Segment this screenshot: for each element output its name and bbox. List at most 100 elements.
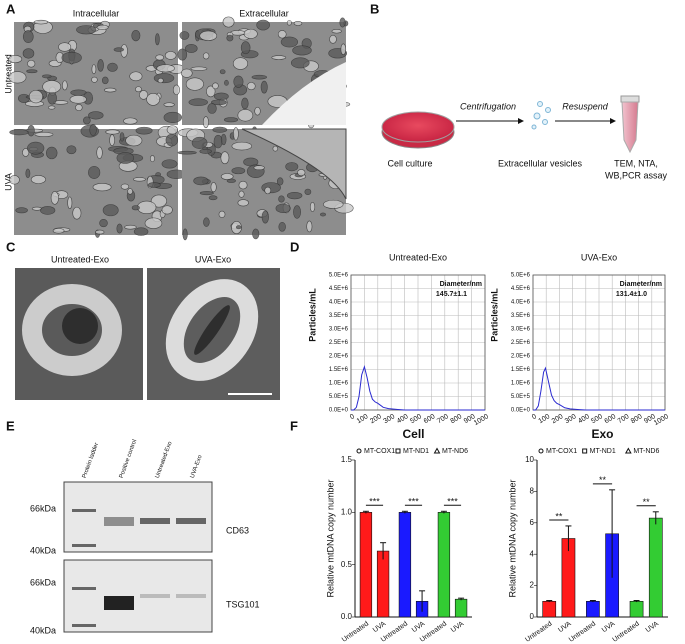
x-tick-label: 900 xyxy=(643,413,657,425)
annotation: 145.7±1.1 xyxy=(436,291,467,298)
organelle xyxy=(241,97,249,110)
x-tick-label: 100 xyxy=(538,413,552,425)
bar xyxy=(376,550,390,618)
organelle xyxy=(92,183,112,192)
significance: *** xyxy=(447,497,458,507)
y-tick-label: 2.5E+6 xyxy=(329,340,349,346)
exosome xyxy=(165,279,259,381)
organelle xyxy=(185,77,204,91)
organelle xyxy=(146,92,160,106)
organelle xyxy=(179,31,190,40)
organelle xyxy=(155,54,164,61)
organelle xyxy=(133,177,146,182)
panel-label: D xyxy=(290,239,299,254)
row-label: Untreated xyxy=(3,54,13,94)
organelle xyxy=(131,205,140,211)
significance: *** xyxy=(369,497,380,507)
y-tick-label: 0.0E+0 xyxy=(511,408,531,414)
organelle xyxy=(88,165,101,179)
legend-symbol xyxy=(433,447,441,454)
annotation: Diameter/nm xyxy=(440,281,482,288)
organelle xyxy=(231,141,252,151)
y-tick-label: 2.0E+6 xyxy=(329,354,349,360)
chart-title: Untreated-Exo xyxy=(389,252,447,262)
legend-symbol xyxy=(395,448,401,454)
organelle xyxy=(222,16,235,28)
y-tick-label: 0.0E+0 xyxy=(329,408,349,414)
organelle xyxy=(95,229,105,235)
panel-label: F xyxy=(290,418,298,433)
x-tick-label: 600 xyxy=(423,413,437,425)
y-tick-label: 0.5 xyxy=(341,560,353,569)
organelle xyxy=(275,203,291,213)
y-tick-label: 3.5E+6 xyxy=(511,313,531,319)
organelle xyxy=(210,182,217,193)
x-tick-label: UVA xyxy=(372,620,388,634)
y-tick-label: 3.0E+6 xyxy=(329,327,349,333)
x-tick-label: 300 xyxy=(383,413,397,425)
x-tick-label: 600 xyxy=(604,413,618,425)
x-tick-label: 400 xyxy=(577,413,591,425)
y-tick-label: 4 xyxy=(530,549,535,558)
organelle xyxy=(212,82,219,90)
x-tick-label: 800 xyxy=(450,413,464,425)
organelle xyxy=(26,69,38,74)
nucleus xyxy=(241,128,347,200)
organelle xyxy=(34,132,54,137)
x-tick-label: UVA xyxy=(645,620,661,634)
organelle xyxy=(127,188,133,195)
organelle xyxy=(67,196,73,210)
organelle xyxy=(233,127,239,141)
tube-cap xyxy=(620,95,640,103)
organelle xyxy=(202,116,209,129)
legend-symbol xyxy=(538,448,544,454)
panel-label: C xyxy=(6,239,16,254)
organelle xyxy=(147,182,161,188)
y-tick-label: 1.5E+6 xyxy=(511,367,531,373)
organelle xyxy=(213,92,229,101)
organelle xyxy=(22,148,30,157)
blank-area xyxy=(262,62,346,125)
x-tick-label: 400 xyxy=(396,413,410,425)
band xyxy=(140,594,170,598)
organelle xyxy=(193,176,209,186)
organelle xyxy=(235,225,242,230)
exosome xyxy=(22,284,122,376)
organelle xyxy=(61,51,82,64)
x-tick-label: 1000 xyxy=(473,413,490,427)
organelle xyxy=(125,134,143,147)
organelle xyxy=(232,57,249,70)
legend-label: MT-ND6 xyxy=(633,448,659,455)
organelle xyxy=(252,228,260,240)
y-tick-label: 5.0E+5 xyxy=(329,394,349,400)
organelle xyxy=(280,36,299,48)
organelle xyxy=(66,145,77,155)
organelle xyxy=(272,145,279,152)
arrow-label: Centrifugation xyxy=(460,101,516,111)
y-tick-label: 4.5E+6 xyxy=(329,286,349,292)
x-tick-label: Untreated xyxy=(524,620,553,643)
organelle xyxy=(135,126,153,135)
organelle xyxy=(182,228,188,241)
band xyxy=(72,509,96,512)
organelle xyxy=(199,148,212,154)
arrow-label: Resuspend xyxy=(562,101,609,111)
lane-label: Untreated-Exo xyxy=(155,440,174,479)
organelle xyxy=(233,75,244,88)
organelle xyxy=(9,175,20,185)
organelle xyxy=(116,152,135,164)
organelle xyxy=(218,210,226,218)
marker-label: 66kDa xyxy=(30,503,56,513)
y-tick-label: 0 xyxy=(530,612,535,621)
organelle xyxy=(251,74,268,80)
chart-title: Exo xyxy=(591,427,613,441)
tem-images xyxy=(8,16,354,241)
organelle xyxy=(25,168,31,179)
organelle xyxy=(30,175,46,184)
legend-label: MT-ND1 xyxy=(403,448,429,455)
arrow-head xyxy=(518,118,524,124)
organelle xyxy=(119,132,125,142)
organelle xyxy=(33,19,49,25)
y-tick-label: 2 xyxy=(530,581,535,590)
organelle xyxy=(101,76,109,85)
